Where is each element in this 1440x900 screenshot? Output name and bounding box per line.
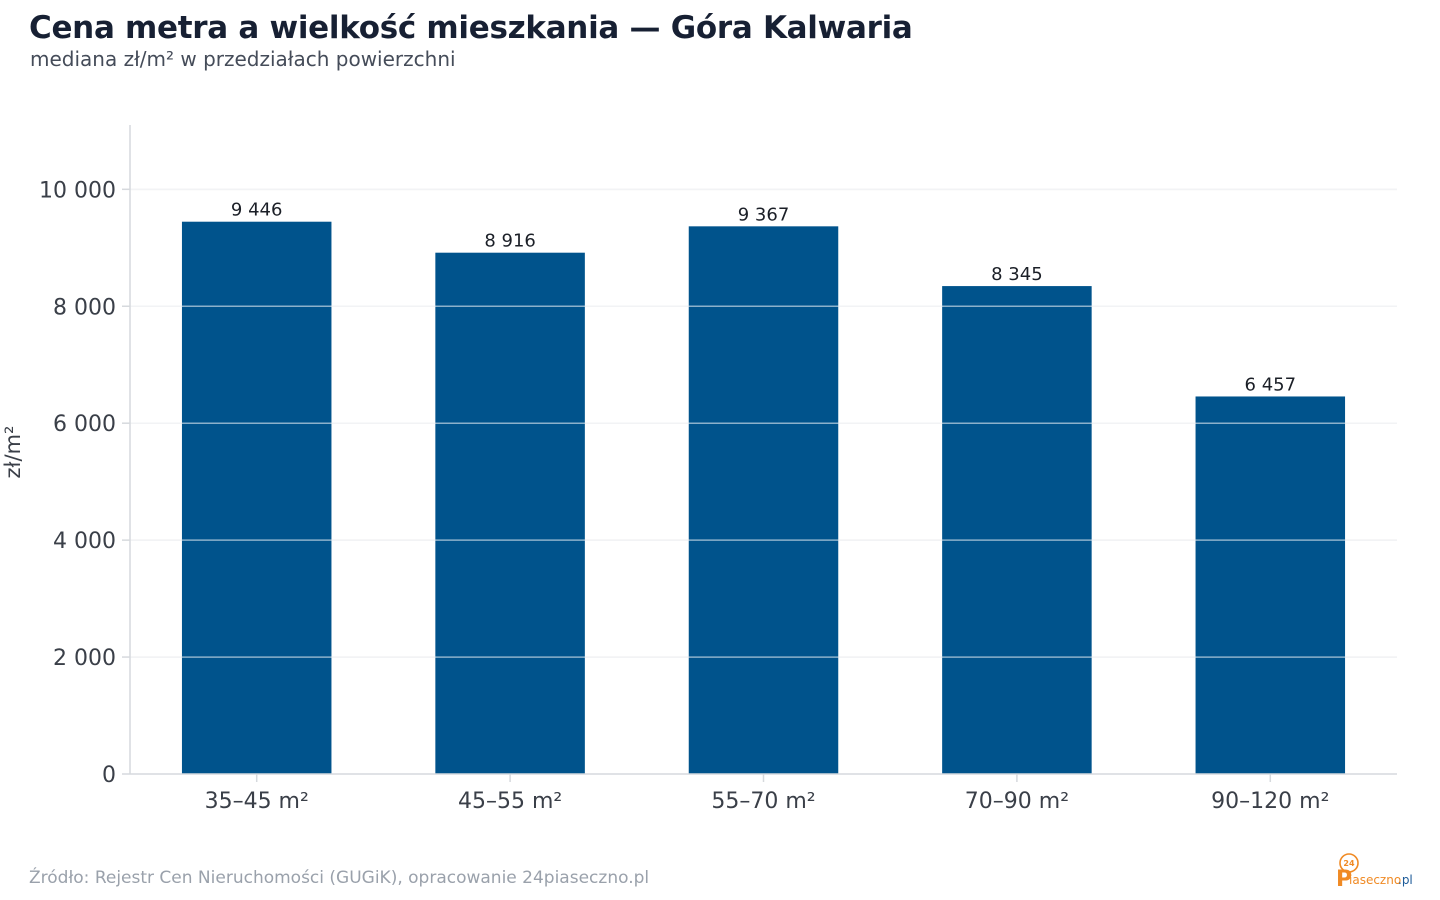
x-tick-label: 45–55 m² — [458, 789, 562, 814]
bar-value-label: 8 916 — [484, 231, 536, 252]
bar — [435, 252, 585, 774]
bar — [1195, 396, 1346, 774]
y-tick-label: 6 000 — [53, 412, 116, 437]
brand-name: iaseczno — [1349, 873, 1401, 887]
y-tick-label: 10 000 — [39, 178, 116, 203]
bar — [181, 221, 332, 774]
bar-value-label: 6 457 — [1245, 374, 1297, 395]
brand-badge-icon — [1339, 853, 1359, 873]
axes: 0 2 000 4 000 6 000 8 000 10 000 35–45 m² 45–55… — [39, 125, 1397, 814]
y-tick-label: 4 000 — [53, 529, 116, 554]
y-tick-label: 8 000 — [53, 295, 116, 320]
x-tick-label: 70–90 m² — [965, 789, 1069, 814]
brand-badge-text: 24 — [1343, 859, 1355, 868]
bar-value-label: 8 345 — [991, 264, 1043, 285]
brand-p: P — [1336, 867, 1352, 890]
gridlines-over-bars — [130, 188, 1397, 658]
y-axis-label: zł/m² — [1, 426, 25, 479]
y-tick-label: 0 — [102, 763, 116, 788]
y-tick-label: 2 000 — [53, 646, 116, 671]
bar-value-label: 9 446 — [231, 200, 283, 221]
bar-value-label: 9 367 — [738, 204, 790, 225]
brand-logo: 24 P iaseczno .pl — [1336, 853, 1413, 890]
chart-subtitle: mediana zł/m² w przedziałach powierzchni — [30, 47, 456, 71]
bar — [942, 286, 1092, 774]
x-tick-label: 35–45 m² — [205, 789, 309, 814]
x-tick-label: 55–70 m² — [711, 789, 815, 814]
data-labels: 9 446 8 916 9 367 8 345 6 457 — [231, 200, 1296, 396]
source-note: Źródło: Rejestr Cen Nieruchomości (GUGiK… — [29, 868, 650, 888]
x-tick-label: 90–120 m² — [1211, 789, 1329, 814]
brand-tld: .pl — [1398, 873, 1413, 887]
chart-title: Cena metra a wielkość mieszkania — Góra … — [29, 10, 913, 46]
bars — [181, 221, 1346, 774]
bar — [688, 226, 839, 774]
